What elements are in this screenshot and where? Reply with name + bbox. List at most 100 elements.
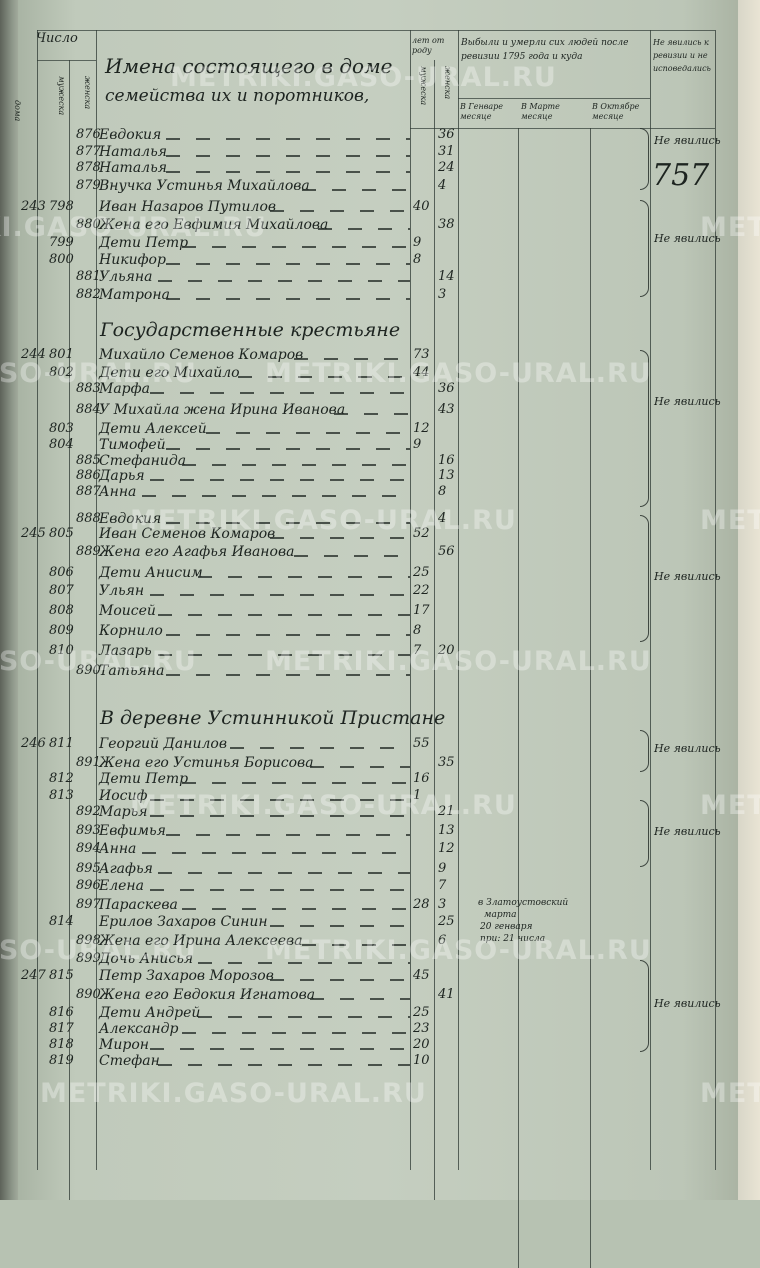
- female-number: 895: [76, 861, 101, 876]
- female-number: 880: [76, 217, 101, 232]
- age-female: 31: [438, 144, 455, 159]
- age-female: 6: [438, 933, 447, 948]
- filler-dashes: [294, 358, 410, 360]
- filler-dashes: [302, 189, 410, 191]
- person-name: Иосиф: [99, 788, 148, 804]
- person-name: Анна: [99, 841, 137, 857]
- person-name: Дети Анисим: [99, 565, 203, 581]
- male-number: 798: [49, 199, 74, 214]
- male-number: 812: [49, 771, 74, 786]
- age-male: 1: [413, 788, 422, 803]
- filler-dashes: [150, 889, 410, 891]
- household-number: 245: [21, 526, 46, 541]
- filler-dashes: [166, 171, 410, 173]
- filler-dashes: [318, 228, 410, 230]
- female-number: 881: [76, 269, 101, 284]
- age-female: 56: [438, 544, 455, 559]
- filler-dashes: [270, 537, 410, 539]
- person-name: Евдокия: [99, 127, 162, 143]
- filler-dashes: [182, 1032, 410, 1034]
- watermark: METRIKI.GASO-URAL.RU: [40, 1078, 427, 1109]
- female-number: 898: [76, 933, 101, 948]
- female-number: 891: [76, 755, 101, 770]
- age-female: 20: [438, 643, 455, 658]
- age-female: 4: [438, 178, 447, 193]
- age-male: 23: [413, 1021, 430, 1036]
- person-name: Ульян: [99, 583, 145, 599]
- filler-dashes: [158, 872, 410, 874]
- female-number: 897: [76, 897, 101, 912]
- person-name: Елена: [99, 878, 144, 894]
- column-rule: [434, 60, 435, 1200]
- age-female: 38: [438, 217, 455, 232]
- age-female: 35: [438, 755, 455, 770]
- departure-note-line1: в Златоустовский: [478, 898, 569, 908]
- age-male: 22: [413, 583, 430, 598]
- person-name: Дети Алексей: [99, 421, 207, 437]
- age-female: 16: [438, 453, 455, 468]
- age-female: 12: [438, 841, 455, 856]
- column-rule: [458, 30, 459, 1170]
- section-heading: Государственные крестьяне: [100, 319, 401, 341]
- person-name: Жена его Евфимия Михайлова: [99, 217, 329, 233]
- filler-dashes: [270, 210, 410, 212]
- watermark: METRIKI.GASO-URAL.RU: [0, 358, 197, 389]
- age-female: 14: [438, 269, 455, 284]
- male-number: 807: [49, 583, 74, 598]
- male-number: 800: [49, 252, 74, 267]
- person-name: Мирон: [99, 1037, 149, 1053]
- household-number: 243: [21, 199, 46, 214]
- male-number: 817: [49, 1021, 74, 1036]
- watermark: METRIKI.GASO-URAL.RU: [0, 935, 197, 966]
- filler-dashes: [182, 246, 410, 248]
- filler-dashes: [270, 925, 410, 927]
- male-number: 811: [49, 736, 74, 751]
- person-name: Александр: [99, 1021, 179, 1037]
- person-name: Корнило: [99, 623, 163, 639]
- watermark: METRIKI.GASO-URAL.RU: [130, 505, 517, 536]
- person-name: Моисей: [99, 603, 156, 619]
- female-number: 885: [76, 453, 101, 468]
- person-name: У Михайла жена Ирина Иванова: [99, 402, 346, 418]
- age-female: 25: [438, 914, 455, 929]
- age-male: 25: [413, 1005, 430, 1020]
- person-name: Анна: [99, 484, 137, 500]
- absent-note: Не явились: [654, 134, 721, 147]
- male-number: 806: [49, 565, 74, 580]
- departed-header: Выбыли и умерли сих людей после ревизии …: [461, 38, 629, 62]
- age-female: 4: [438, 511, 447, 526]
- filler-dashes: [166, 448, 410, 450]
- filler-dashes: [310, 766, 410, 768]
- person-name: Дарья: [99, 468, 145, 484]
- female-number: 896: [76, 878, 101, 893]
- age-male: 55: [413, 736, 430, 751]
- age-female: 9: [438, 861, 447, 876]
- male-number: 814: [49, 914, 74, 929]
- person-name: Дети Петр: [99, 235, 189, 251]
- male-header: мужеска: [57, 76, 66, 116]
- person-name: Лазарь: [99, 643, 152, 659]
- person-name: Евдокия: [99, 511, 162, 527]
- male-number: 803: [49, 421, 74, 436]
- filler-dashes: [166, 155, 410, 157]
- age-male: 12: [413, 421, 430, 436]
- person-name: Агафья: [99, 861, 153, 877]
- male-number: 804: [49, 437, 74, 452]
- age-female: 7: [438, 878, 447, 893]
- column-rule: [715, 30, 716, 1170]
- age-male: 8: [413, 252, 422, 267]
- person-name: Марфа: [99, 381, 150, 397]
- age-female: 36: [438, 381, 455, 396]
- departure-note-line3: 20 генваря: [480, 922, 533, 932]
- watermark: METRIKI.GASO-URAL.RU: [170, 62, 557, 93]
- age-male: 20: [413, 1037, 430, 1052]
- household-number: 247: [21, 968, 46, 983]
- person-name: Иван Назаров Путилов: [99, 199, 277, 215]
- watermark: METRIKI.GASO-URAL.RU: [700, 212, 760, 243]
- person-name: Иван Семенов Комаров: [99, 526, 276, 542]
- filler-dashes: [142, 852, 410, 854]
- next-page-edge: [738, 0, 760, 1200]
- absent-note: Не явились: [654, 997, 721, 1010]
- male-number: 805: [49, 526, 74, 541]
- male-number: 801: [49, 347, 74, 362]
